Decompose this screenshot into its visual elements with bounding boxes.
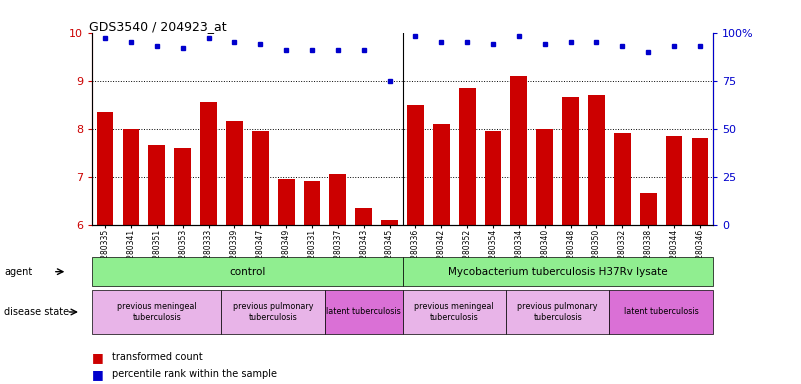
Bar: [329, 174, 346, 225]
Bar: [226, 121, 243, 225]
Bar: [200, 102, 217, 225]
Bar: [666, 136, 682, 225]
Text: previous meningeal
tuberculosis: previous meningeal tuberculosis: [414, 302, 494, 322]
Text: latent tuberculosis: latent tuberculosis: [624, 308, 698, 316]
Bar: [562, 98, 579, 225]
Bar: [123, 129, 139, 225]
Bar: [304, 182, 320, 225]
Bar: [252, 131, 268, 225]
Bar: [97, 112, 114, 225]
Bar: [485, 131, 501, 225]
Text: previous meningeal
tuberculosis: previous meningeal tuberculosis: [117, 302, 196, 322]
Bar: [459, 88, 476, 225]
Text: latent tuberculosis: latent tuberculosis: [326, 308, 401, 316]
Bar: [614, 134, 630, 225]
Text: GDS3540 / 204923_at: GDS3540 / 204923_at: [89, 20, 227, 33]
Text: transformed count: transformed count: [112, 352, 203, 362]
Bar: [407, 105, 424, 225]
Bar: [433, 124, 449, 225]
Text: Mycobacterium tuberculosis H37Rv lysate: Mycobacterium tuberculosis H37Rv lysate: [448, 266, 667, 277]
Text: ■: ■: [92, 351, 104, 364]
Text: previous pulmonary
tuberculosis: previous pulmonary tuberculosis: [233, 302, 313, 322]
Bar: [356, 208, 372, 225]
Bar: [588, 95, 605, 225]
Bar: [537, 129, 553, 225]
Bar: [381, 220, 398, 225]
Bar: [278, 179, 295, 225]
Text: previous pulmonary
tuberculosis: previous pulmonary tuberculosis: [517, 302, 598, 322]
Text: agent: agent: [4, 266, 32, 277]
Text: disease state: disease state: [4, 307, 69, 317]
Text: ■: ■: [92, 368, 104, 381]
Bar: [148, 146, 165, 225]
Bar: [640, 194, 657, 225]
Bar: [691, 138, 708, 225]
Text: percentile rank within the sample: percentile rank within the sample: [112, 369, 277, 379]
Bar: [510, 76, 527, 225]
Bar: [175, 148, 191, 225]
Text: control: control: [229, 266, 265, 277]
